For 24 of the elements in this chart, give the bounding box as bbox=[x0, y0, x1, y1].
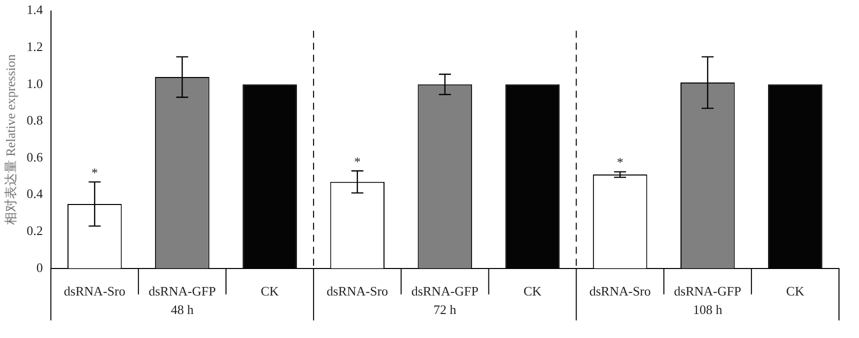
x-tick-label: dsRNA-GFP bbox=[411, 284, 479, 299]
y-tick-label: 0 bbox=[36, 260, 43, 275]
x-tick-label: CK bbox=[260, 284, 280, 299]
y-tick-label: 0.4 bbox=[26, 186, 44, 202]
x-tick-label: CK bbox=[523, 284, 542, 299]
y-tick-label: 1.2 bbox=[26, 39, 43, 54]
x-tick-label: dsRNA-Sro bbox=[589, 284, 651, 299]
x-tick-label: dsRNA-GFP bbox=[674, 284, 742, 299]
x-tick-label: dsRNA-Sro bbox=[64, 284, 126, 299]
y-tick-label: 0.8 bbox=[26, 112, 43, 128]
y-tick-label: 1.4 bbox=[26, 2, 44, 18]
y-tick-label: 0.6 bbox=[26, 149, 44, 164]
text: 48 h bbox=[170, 302, 194, 317]
y-axis-title: 相对表达量 Relative expression bbox=[3, 54, 18, 225]
data-label: * bbox=[354, 154, 361, 169]
x-tick-label: CK bbox=[786, 284, 805, 299]
data-label: * bbox=[616, 154, 624, 170]
y-tick-label: 1.0 bbox=[26, 76, 43, 91]
x-tick-label: dsRNA-Sro bbox=[326, 284, 388, 299]
text: 108 h bbox=[693, 302, 723, 317]
data-label: * bbox=[91, 164, 98, 180]
x-tick-label: dsRNA-GFP bbox=[148, 284, 216, 299]
y-tick-label: 0.2 bbox=[26, 223, 43, 238]
text: 72 h bbox=[434, 302, 457, 317]
